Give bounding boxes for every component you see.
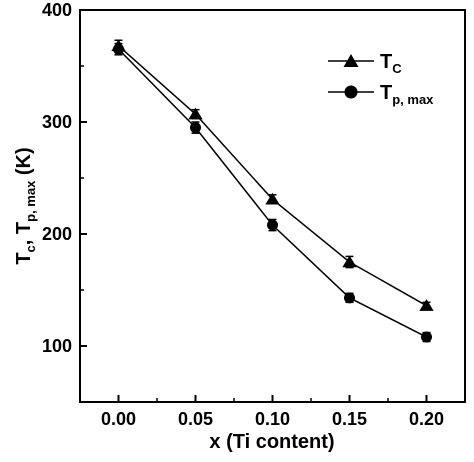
data-point-triangle <box>342 255 357 268</box>
y-axis-label-sub-1: c <box>23 245 38 252</box>
y-axis-label-unit: (K) <box>13 147 35 180</box>
x-tick-label: 0.20 <box>409 409 444 429</box>
data-point-circle <box>344 292 355 304</box>
x-tick-label: 0.00 <box>101 409 136 429</box>
x-tick-label: 0.05 <box>178 409 213 429</box>
x-tick-label: 0.15 <box>332 409 367 429</box>
legend-label-tpmax-main: T <box>380 82 392 104</box>
legend-label-tc: TC <box>380 51 402 76</box>
data-point-triangle <box>265 192 280 205</box>
data-point-triangle <box>188 107 203 120</box>
y-axis-label-sep: , <box>13 234 35 245</box>
y-axis-label-main-1: T <box>13 252 35 264</box>
legend: TC Tp, max <box>328 51 434 107</box>
legend-entry-tpmax: Tp, max <box>328 82 434 107</box>
x-axis-label: x (Ti content) <box>209 431 334 453</box>
y-axis-ticks: 100 200 300 400 <box>42 0 87 356</box>
x-axis-ticks: 0.00 0.05 0.10 0.15 0.20 <box>101 395 444 429</box>
legend-label-tpmax-sub: p, max <box>392 92 434 107</box>
y-tick-label: 400 <box>42 0 72 20</box>
legend-marker-tpmax <box>344 85 358 99</box>
data-point-circle <box>421 331 432 343</box>
y-axis-label-sub-2: p, max <box>23 180 38 222</box>
y-tick-label: 300 <box>42 112 72 132</box>
y-axis-label: Tc, Tp, max (K) <box>13 147 38 264</box>
legend-entry-tc: TC <box>328 51 402 76</box>
data-point-circle <box>190 122 201 134</box>
y-tick-label: 200 <box>42 224 72 244</box>
data-point-circle <box>267 219 278 231</box>
y-tick-label: 100 <box>42 336 72 356</box>
series-markers <box>111 39 434 343</box>
data-point-circle <box>113 43 124 55</box>
data-point-triangle <box>419 299 434 311</box>
legend-label-tc-sub: C <box>392 61 402 76</box>
legend-label-tpmax: Tp, max <box>380 82 434 107</box>
y-axis-label-main-2: T <box>13 222 35 234</box>
x-tick-label: 0.10 <box>255 409 290 429</box>
legend-label-tc-main: T <box>380 51 392 73</box>
legend-marker-tc <box>343 54 359 67</box>
